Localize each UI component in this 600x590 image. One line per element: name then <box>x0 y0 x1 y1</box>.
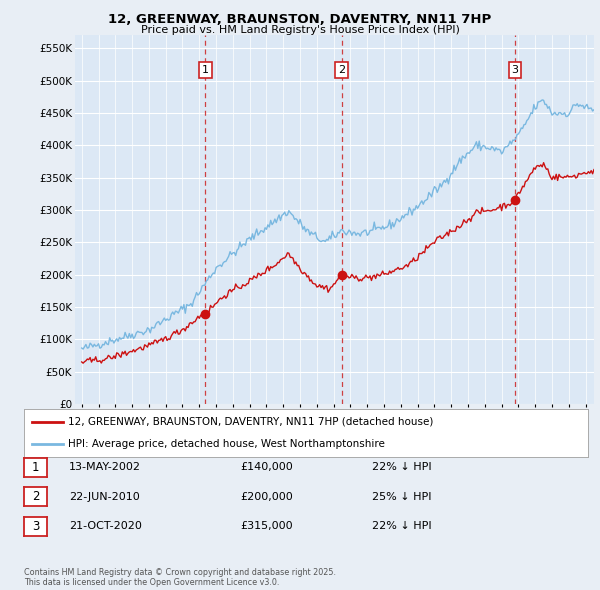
Text: 13-MAY-2002: 13-MAY-2002 <box>69 463 141 472</box>
Text: 22% ↓ HPI: 22% ↓ HPI <box>372 463 431 472</box>
Text: Price paid vs. HM Land Registry's House Price Index (HPI): Price paid vs. HM Land Registry's House … <box>140 25 460 35</box>
Text: 25% ↓ HPI: 25% ↓ HPI <box>372 492 431 502</box>
Text: 2: 2 <box>32 490 39 503</box>
Text: £140,000: £140,000 <box>240 463 293 472</box>
Text: 1: 1 <box>32 461 39 474</box>
Text: 22-JUN-2010: 22-JUN-2010 <box>69 492 140 502</box>
Text: 3: 3 <box>512 65 518 75</box>
Text: £315,000: £315,000 <box>240 522 293 531</box>
Text: 21-OCT-2020: 21-OCT-2020 <box>69 522 142 531</box>
Text: 12, GREENWAY, BRAUNSTON, DAVENTRY, NN11 7HP (detached house): 12, GREENWAY, BRAUNSTON, DAVENTRY, NN11 … <box>68 417 433 427</box>
Text: 2: 2 <box>338 65 345 75</box>
Text: Contains HM Land Registry data © Crown copyright and database right 2025.
This d: Contains HM Land Registry data © Crown c… <box>24 568 336 587</box>
Text: HPI: Average price, detached house, West Northamptonshire: HPI: Average price, detached house, West… <box>68 439 385 449</box>
Text: 22% ↓ HPI: 22% ↓ HPI <box>372 522 431 531</box>
Text: £200,000: £200,000 <box>240 492 293 502</box>
Text: 3: 3 <box>32 520 39 533</box>
Text: 1: 1 <box>202 65 209 75</box>
Text: 12, GREENWAY, BRAUNSTON, DAVENTRY, NN11 7HP: 12, GREENWAY, BRAUNSTON, DAVENTRY, NN11 … <box>109 13 491 26</box>
